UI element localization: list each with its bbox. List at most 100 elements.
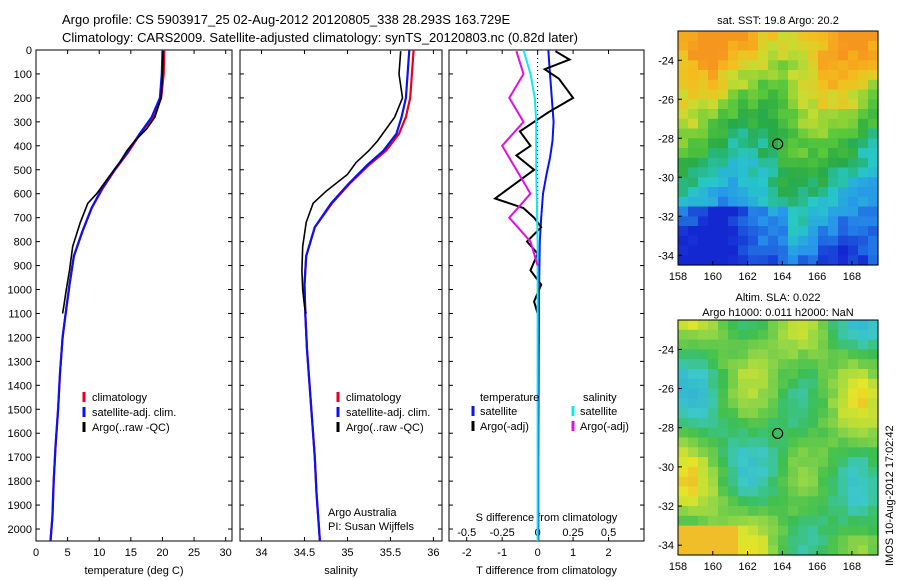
map-cell [688,437,699,448]
map-cell [818,177,829,188]
map-cell [758,437,769,448]
map-cell [778,138,789,149]
map-cell [738,427,749,439]
map-cell [708,398,719,409]
map-cell [818,167,829,178]
map-cell [838,486,849,497]
map-cell [838,235,849,247]
map-cell [738,167,749,178]
map-cell [818,60,829,71]
map-y-tick-label: -30 [658,462,674,474]
map-cell [768,476,779,488]
map-cell [768,128,779,139]
map-cell [768,245,779,256]
map-cell [848,128,859,139]
map-cell [828,388,839,399]
map-cell [778,417,789,429]
map-cell [758,349,769,360]
map-cell [778,31,789,42]
map-cell [748,476,759,488]
map-cell [678,216,689,227]
map-cell [728,167,739,178]
map-x-tick-label: 158 [669,561,687,573]
map-cell [768,506,779,517]
map-cell [748,447,759,458]
map-x-tick-label: 158 [669,271,687,283]
map-cell [848,226,859,237]
map-cell [848,89,859,100]
map-cell [768,417,779,429]
map-cell [858,31,869,42]
map-cell [688,216,699,227]
map-cell [858,466,869,478]
map-cell [818,545,829,556]
map-cell [678,235,689,247]
map-cell [708,148,719,159]
x-tick-label: 30 [220,547,232,559]
map-cell [798,427,809,439]
map-cell [788,109,799,120]
map-cell [798,408,809,419]
map-cell [738,339,749,350]
map-cell [848,216,859,227]
map-cell [678,157,689,169]
map-cell [708,359,719,370]
map-cell [798,109,809,120]
map-cell [808,138,819,149]
map-cell [718,167,729,178]
map-cell [698,255,709,266]
map-cell [838,359,849,370]
map-cell [678,89,689,100]
map-cell [788,388,799,399]
map-cell [798,369,809,380]
map-cell [678,196,689,208]
map-cell [718,138,729,149]
map-cell [778,369,789,380]
map-cell [758,369,769,380]
map-cell [808,50,819,61]
map-cell [828,447,839,458]
map-cell [698,245,709,256]
map-cell [848,329,859,341]
map-cell [718,187,729,198]
legend-entry-label: Argo(..raw -QC) [346,422,424,434]
map-cell [798,496,809,507]
map-cell [858,235,869,247]
map-cell [868,50,879,61]
map-cell [708,99,719,110]
map-cell [758,226,769,237]
series-line-salinity-satellite [522,49,539,541]
map-cell [688,31,699,42]
map-cell [798,388,809,399]
map-cell [798,378,809,390]
map-cell [708,457,719,468]
map-cell [818,417,829,429]
map-cell [728,437,739,448]
map-cell [728,506,739,517]
map-cell [848,339,859,350]
map-cell [828,216,839,227]
map-cell [708,206,719,217]
map-cell [808,206,819,217]
map-cell [848,196,859,208]
map-cell [828,128,839,139]
map-cell [708,545,719,556]
y-tick-label: 1300 [8,356,32,368]
map-cell [698,515,709,527]
map-cell [848,369,859,380]
map-cell [808,369,819,380]
map-cell [748,545,759,556]
map-cell [738,40,749,52]
map-cell [768,79,779,91]
map-cell [678,226,689,237]
map-cell [768,70,779,81]
map-cell [858,255,869,266]
map-cell [858,447,869,458]
plot-frame-difference [448,49,645,542]
map-cell [688,70,699,81]
map-cell [868,329,879,341]
map-cell [728,89,739,100]
map-cell [778,157,789,169]
map-cell [728,398,739,409]
legend-entry-label: Argo(-adj) [580,421,629,433]
